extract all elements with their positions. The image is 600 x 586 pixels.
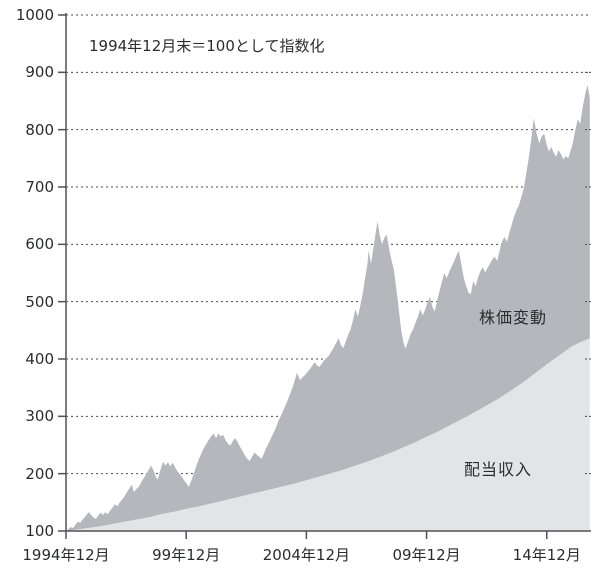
y-axis-label: 800: [25, 120, 54, 139]
price-change-area-label: 株価変動: [479, 308, 548, 327]
y-axis-label: 100: [25, 522, 54, 540]
y-axis-label: 400: [25, 350, 54, 368]
x-axis-label: 14年12月: [512, 546, 581, 564]
chart-annotation: 1994年12月末＝100として指数化: [89, 37, 325, 55]
dividend-income-area: [66, 338, 590, 531]
y-axis-label: 300: [25, 407, 54, 426]
y-axis-label: 700: [25, 178, 54, 196]
x-axis-label: 09年12月: [392, 546, 461, 564]
x-axis-label: 1994年12月: [22, 546, 110, 564]
y-axis-label: 600: [25, 235, 54, 254]
price-change-area: [66, 84, 590, 532]
dividend-income-area-label: 配当収入: [464, 460, 533, 479]
x-axis-label: 99年12月: [152, 546, 221, 564]
x-axis-label: 2004年12月: [262, 546, 351, 564]
y-axis-label: 900: [25, 63, 54, 82]
y-axis-label: 1000: [15, 6, 54, 24]
y-axis-label: 500: [25, 292, 54, 311]
y-axis-label: 200: [25, 464, 54, 483]
